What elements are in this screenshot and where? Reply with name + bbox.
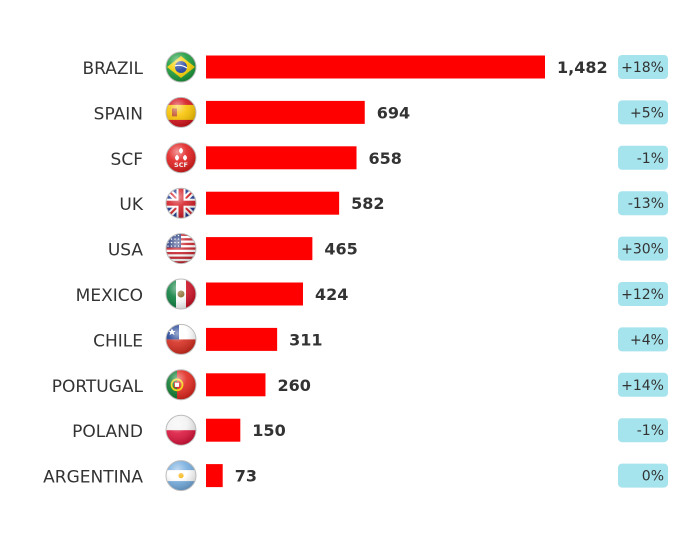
change-badge: -13% — [618, 191, 668, 216]
change-badge: -1% — [618, 418, 668, 443]
bar — [206, 146, 357, 170]
bar — [206, 100, 365, 124]
argentina-flag-icon — [165, 460, 197, 492]
change-label: -1% — [637, 423, 664, 439]
value-label: 311 — [289, 330, 322, 349]
country-label: SCF — [111, 150, 143, 170]
chart-row: ARGENTINA 73 0% — [43, 460, 668, 492]
value-label: 465 — [324, 240, 357, 259]
bar — [206, 282, 303, 306]
country-label: UK — [119, 195, 143, 215]
change-label: +12% — [621, 287, 664, 303]
country-label: POLAND — [72, 422, 143, 442]
value-label: 658 — [369, 149, 402, 168]
value-label: 150 — [252, 421, 285, 440]
change-badge: 0% — [618, 463, 668, 488]
change-badge: +18% — [618, 55, 668, 79]
portugal-flag-icon — [165, 369, 197, 401]
bar — [206, 418, 241, 442]
chart-row: SPAIN 694 +5% — [94, 96, 668, 128]
country-label: CHILE — [93, 331, 143, 351]
uk-flag-icon — [165, 187, 197, 219]
change-badge: +5% — [618, 100, 668, 125]
change-label: +18% — [621, 60, 664, 76]
value-label: 260 — [277, 376, 310, 395]
country-label: PORTUGAL — [52, 377, 144, 397]
chart-row: UK 582 -13% — [119, 187, 668, 219]
chart-row: SCF SCF 658 -1% — [111, 142, 668, 174]
change-label: +4% — [630, 332, 664, 348]
mexico-flag-icon — [165, 278, 197, 310]
chart-row: POLAND 150 -1% — [72, 414, 668, 446]
value-label: 424 — [315, 285, 348, 304]
chart-row: MEXICO 424 +12% — [76, 278, 668, 310]
spain-flag-icon — [165, 96, 197, 128]
change-badge: +12% — [618, 282, 668, 306]
bar — [206, 327, 278, 351]
chart-row: PORTUGAL 260 +14% — [52, 369, 668, 401]
change-label: +14% — [621, 378, 664, 394]
usa-flag-icon — [165, 233, 197, 265]
poland-flag-icon — [165, 414, 197, 446]
brazil-flag-icon — [165, 51, 197, 83]
bar — [206, 464, 223, 488]
bar — [206, 373, 266, 397]
change-label: -13% — [628, 196, 664, 212]
chile-flag-icon — [165, 323, 197, 355]
change-label: +30% — [621, 242, 664, 258]
change-badge: +30% — [618, 236, 668, 261]
chart-row: CHILE 311 +4% — [93, 323, 668, 355]
country-label: MEXICO — [76, 286, 143, 306]
country-label: USA — [108, 241, 144, 261]
chart-row: USA 465 +30% — [108, 233, 668, 265]
country-label: BRAZIL — [82, 59, 143, 79]
change-badge: -1% — [618, 145, 668, 170]
change-label: +5% — [630, 105, 664, 121]
bar — [206, 237, 313, 261]
country-label: SPAIN — [94, 104, 143, 124]
scf-logo-icon: SCF — [165, 142, 197, 174]
chart-row: BRAZIL 1,482 +18% — [82, 51, 668, 83]
value-label: 694 — [377, 103, 410, 122]
bar — [206, 191, 340, 215]
change-label: -1% — [637, 151, 664, 167]
change-label: 0% — [642, 469, 664, 485]
change-badge: +4% — [618, 327, 668, 352]
bar — [206, 55, 545, 79]
value-label: 582 — [351, 194, 384, 213]
country-label: ARGENTINA — [43, 468, 143, 488]
value-label: 73 — [235, 467, 257, 486]
value-label: 1,482 — [557, 58, 608, 77]
change-badge: +14% — [618, 372, 668, 397]
